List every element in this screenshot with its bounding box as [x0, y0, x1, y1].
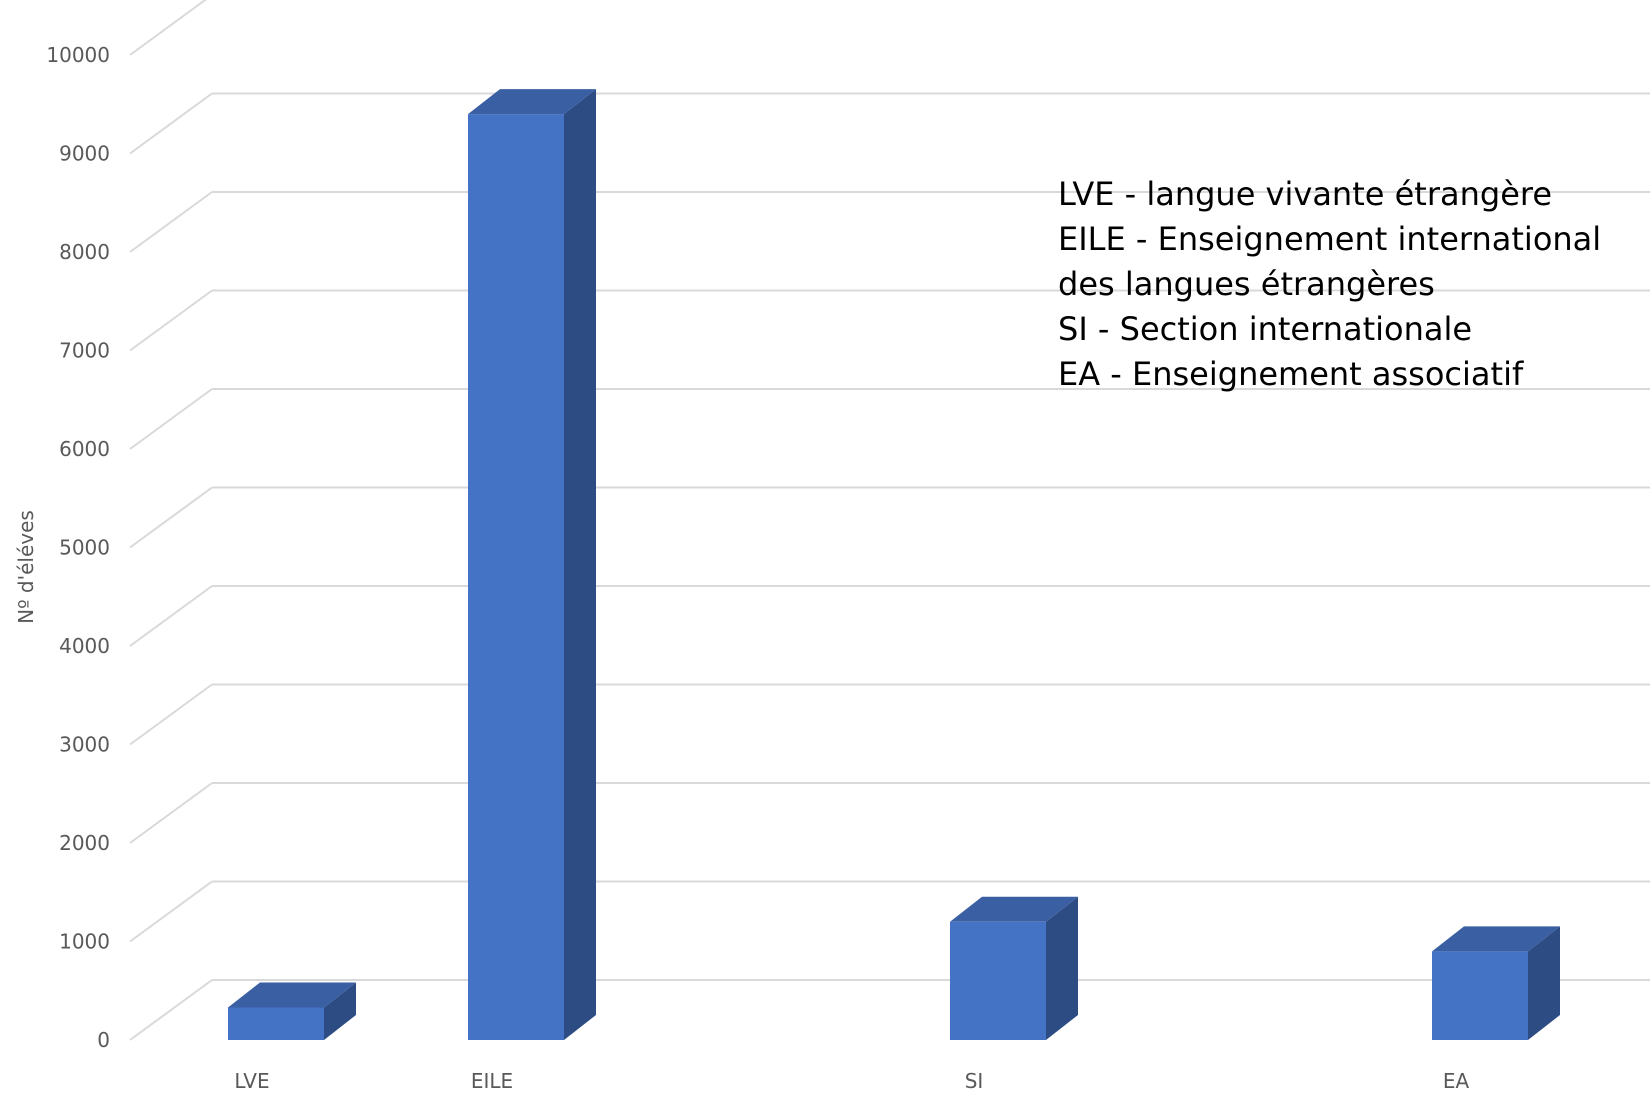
- gridline-diagonal: [129, 289, 213, 352]
- bar-side: [564, 89, 596, 1041]
- y-tick-label: 0: [97, 1028, 110, 1052]
- bar-front: [950, 921, 1046, 1040]
- bar-front: [1432, 951, 1528, 1040]
- x-axis-categories: LVE EILE SI EA: [234, 1069, 1469, 1093]
- annotation-line: SI - Section internationale: [1058, 310, 1473, 348]
- x-category-label: SI: [965, 1069, 984, 1093]
- x-category-label: LVE: [234, 1069, 269, 1093]
- bar-ea: [1432, 926, 1560, 1040]
- x-category-label: EILE: [471, 1069, 513, 1093]
- x-category-label: EA: [1443, 1069, 1470, 1093]
- annotation-line: LVE - langue vivante étrangère: [1058, 175, 1553, 213]
- annotation-line: EA - Enseignement associatif: [1058, 355, 1524, 393]
- gridline-diagonal: [129, 92, 213, 155]
- bar-front: [468, 114, 564, 1041]
- y-tick-label: 10000: [46, 43, 110, 67]
- gridline-diagonal: [129, 0, 207, 56]
- bar-lve: [228, 982, 356, 1040]
- bar-side: [324, 982, 356, 1040]
- gridline-diagonal: [129, 880, 213, 943]
- bar-top: [1432, 926, 1560, 952]
- y-tick-label: 4000: [59, 634, 110, 658]
- bar-top: [950, 896, 1078, 922]
- bar-side: [1046, 896, 1078, 1040]
- bar-eile: [468, 89, 596, 1041]
- bar-side: [1528, 926, 1560, 1040]
- y-tick-label: 2000: [59, 831, 110, 855]
- bar-top: [228, 982, 356, 1008]
- y-tick-label: 5000: [59, 536, 110, 560]
- gridlines: [129, 0, 1650, 1041]
- bar-front: [228, 1007, 324, 1040]
- bars: [228, 89, 1560, 1041]
- gridline-diagonal: [129, 683, 213, 746]
- gridline-diagonal: [129, 585, 213, 647]
- y-tick-label: 9000: [59, 142, 110, 166]
- bar-si: [950, 896, 1078, 1040]
- y-tick-label: 8000: [59, 240, 110, 264]
- annotation-line: EILE - Enseignement international: [1058, 220, 1602, 258]
- y-tick-label: 3000: [59, 733, 110, 757]
- y-tick-label: 1000: [59, 930, 110, 954]
- annotation-line: des langues étrangères: [1058, 265, 1435, 303]
- y-axis-title: Nº d'éléves: [14, 510, 38, 624]
- gridline-diagonal: [129, 486, 213, 549]
- gridline-diagonal: [129, 388, 213, 450]
- y-tick-label: 7000: [59, 339, 110, 363]
- y-axis-ticks: 0 1000 2000 3000 4000 5000 6000 7000 8000 9000 100…: [46, 43, 110, 1052]
- gridline-diagonal: [129, 979, 213, 1041]
- bar-top: [468, 89, 596, 115]
- gridline-diagonal: [129, 782, 213, 844]
- y-tick-label: 6000: [59, 437, 110, 461]
- annotation-legend: LVE - langue vivante étrangère EILE - En…: [1058, 172, 1638, 397]
- gridline-diagonal: [129, 191, 213, 253]
